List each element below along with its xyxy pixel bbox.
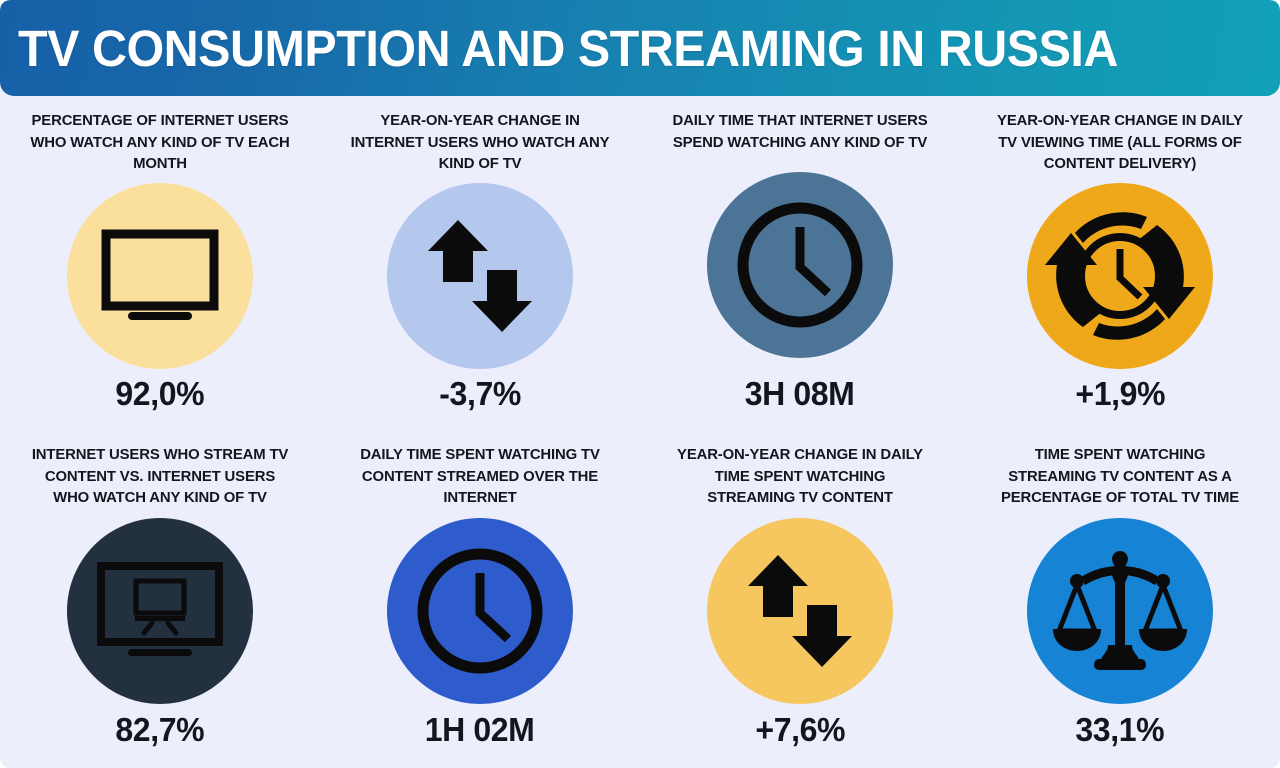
stat-icon-wrap	[960, 175, 1280, 377]
icon-circle	[707, 172, 893, 359]
stat-label: YEAR-ON-YEAR CHANGE IN DAILY TIME SPENT …	[677, 446, 923, 507]
stat-icon-wrap	[320, 509, 640, 713]
balance-scales-icon	[1053, 549, 1187, 673]
stat-icon-wrap	[0, 175, 320, 377]
stat-card-streaming-time-yoy: YEAR-ON-YEAR CHANGE IN DAILY TIME SPENT …	[640, 432, 960, 768]
stat-label: DAILY TIME SPENT WATCHING TV CONTENT STR…	[360, 446, 600, 507]
stat-value: -3,7%	[439, 375, 521, 412]
stat-label: DAILY TIME THAT INTERNET USERS SPEND WAT…	[672, 112, 928, 151]
stat-icon-wrap	[960, 509, 1280, 713]
refresh-clock-icon	[1045, 203, 1195, 349]
page-title: TV CONSUMPTION AND STREAMING IN RUSSIA	[18, 19, 1118, 77]
stat-card-daily-tv-time: DAILY TIME THAT INTERNET USERS SPEND WAT…	[640, 96, 960, 432]
clock-icon	[413, 544, 547, 678]
stat-card-tv-reach-yoy: YEAR-ON-YEAR CHANGE IN INTERNET USERS WH…	[320, 96, 640, 432]
up-down-arrows-icon	[740, 554, 860, 667]
icon-circle	[387, 517, 573, 704]
stat-value: 82,7%	[115, 711, 205, 748]
stat-value: 33,1%	[1075, 711, 1165, 748]
stat-label: YEAR-ON-YEAR CHANGE IN DAILY TV VIEWING …	[997, 112, 1243, 173]
stat-value: 3H 08M	[745, 375, 855, 412]
stat-card-tv-time-yoy: YEAR-ON-YEAR CHANGE IN DAILY TV VIEWING …	[960, 96, 1280, 432]
tv-screen-icon	[100, 226, 220, 326]
stat-icon-wrap	[0, 509, 320, 713]
stat-card-daily-streaming-time: DAILY TIME SPENT WATCHING TV CONTENT STR…	[320, 432, 640, 768]
header-banner: TV CONSUMPTION AND STREAMING IN RUSSIA	[0, 0, 1280, 96]
stat-label: TIME SPENT WATCHING STREAMING TV CONTENT…	[1000, 446, 1240, 507]
stats-grid: PERCENTAGE OF INTERNET USERS WHO WATCH A…	[0, 96, 1280, 768]
stat-label: PERCENTAGE OF INTERNET USERS WHO WATCH A…	[30, 112, 290, 173]
icon-circle	[387, 182, 573, 369]
icon-circle	[1027, 182, 1213, 369]
icon-circle	[67, 517, 253, 704]
stat-icon-wrap	[640, 509, 960, 713]
stat-label: INTERNET USERS WHO STREAM TV CONTENT VS.…	[31, 446, 289, 507]
icon-circle	[707, 517, 893, 704]
stat-value: 1H 02M	[425, 711, 535, 748]
tv-in-tv-icon	[96, 561, 224, 661]
stat-value: +1,9%	[1075, 375, 1165, 412]
icon-circle	[1027, 517, 1213, 704]
up-down-arrows-icon	[420, 219, 540, 332]
icon-circle	[67, 182, 253, 369]
stat-icon-wrap	[320, 175, 640, 377]
stat-value: +7,6%	[755, 711, 845, 748]
stat-card-tv-monthly-reach: PERCENTAGE OF INTERNET USERS WHO WATCH A…	[0, 96, 320, 432]
stat-card-streamers-vs-viewers: INTERNET USERS WHO STREAM TV CONTENT VS.…	[0, 432, 320, 768]
clock-icon	[733, 198, 867, 332]
stat-card-streaming-share: TIME SPENT WATCHING STREAMING TV CONTENT…	[960, 432, 1280, 768]
stat-value: 92,0%	[115, 375, 205, 412]
stat-label: YEAR-ON-YEAR CHANGE IN INTERNET USERS WH…	[350, 112, 610, 173]
stat-icon-wrap	[640, 153, 960, 377]
